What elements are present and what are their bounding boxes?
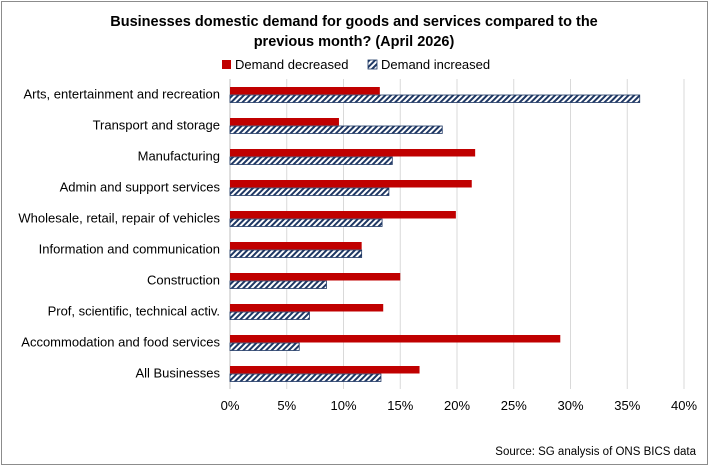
bar-increased-3 (229, 187, 390, 196)
x-tick-label-7: 35% (614, 398, 640, 413)
category-label-9: All Businesses (135, 366, 220, 381)
source-note: Source: SG analysis of ONS BICS data (495, 446, 696, 458)
x-tick-labels: 0% 5% 10% 15% 20% 25% 30% 35% 40% (221, 398, 698, 413)
bar-decreased-9 (230, 366, 420, 374)
category-label-4: Wholesale, retail, repair of vehicles (18, 211, 220, 226)
category-label-3: Admin and support services (60, 180, 221, 195)
legend-swatch-increased (367, 59, 378, 70)
legend-label-increased: Demand increased (381, 57, 490, 72)
bar-decreased-3 (230, 180, 472, 188)
bar-increased-8 (229, 342, 300, 351)
x-tick-label-5: 25% (501, 398, 527, 413)
bar-increased-7 (229, 311, 310, 320)
legend: Demand decreased Demand increased (222, 57, 490, 72)
x-tick-label-8: 40% (671, 398, 697, 413)
category-label-5: Information and communication (39, 242, 220, 257)
category-label-2: Manufacturing (138, 149, 220, 164)
category-label-7: Prof, scientific, technical activ. (48, 304, 220, 319)
x-tick-label-1: 5% (277, 398, 296, 413)
bar-chart: Businesses domestic demand for goods and… (18, 14, 698, 458)
category-label-0: Arts, entertainment and recreation (23, 87, 220, 102)
bar-decreased-0 (230, 87, 380, 95)
category-label-1: Transport and storage (93, 118, 220, 133)
bars (229, 87, 641, 382)
bar-increased-6 (229, 280, 327, 289)
x-tick-label-6: 30% (557, 398, 583, 413)
bar-increased-4 (229, 218, 383, 227)
bar-increased-2 (229, 156, 393, 165)
bar-increased-0 (229, 94, 641, 103)
bar-decreased-5 (230, 242, 362, 250)
category-labels: Arts, entertainment and recreation Transp… (18, 87, 220, 381)
x-tick-label-2: 10% (330, 398, 356, 413)
bar-decreased-1 (230, 118, 339, 126)
bar-decreased-6 (230, 273, 401, 281)
bar-decreased-7 (230, 304, 384, 312)
x-tick-label-4: 20% (444, 398, 470, 413)
bar-decreased-4 (230, 211, 456, 219)
x-tick-label-3: 15% (387, 398, 413, 413)
chart-title-line-1: Businesses domestic demand for goods and… (110, 14, 598, 30)
category-label-6: Construction (147, 273, 220, 288)
legend-label-decreased: Demand decreased (235, 57, 348, 72)
bar-increased-1 (229, 125, 443, 134)
bar-increased-5 (229, 249, 363, 258)
bar-increased-9 (229, 373, 382, 382)
bar-decreased-8 (230, 335, 561, 343)
legend-swatch-decreased (222, 60, 231, 69)
bar-decreased-2 (230, 149, 476, 157)
chart-title-line-2: previous month? (April 2026) (254, 34, 455, 50)
x-tick-label-0: 0% (221, 398, 240, 413)
category-label-8: Accommodation and food services (21, 335, 220, 350)
